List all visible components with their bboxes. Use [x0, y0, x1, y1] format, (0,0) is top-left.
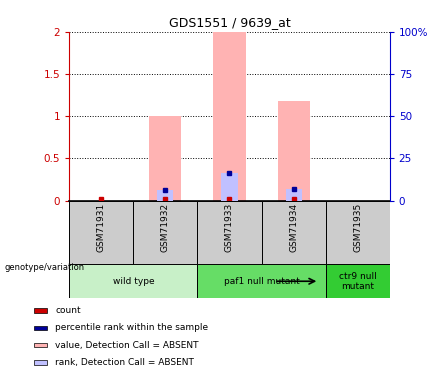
FancyBboxPatch shape — [69, 201, 133, 264]
Bar — [221, 173, 237, 201]
Bar — [158, 190, 173, 201]
Bar — [213, 32, 246, 201]
Text: GSM71933: GSM71933 — [225, 202, 234, 252]
Text: rank, Detection Call = ABSENT: rank, Detection Call = ABSENT — [55, 358, 194, 367]
Text: GSM71934: GSM71934 — [289, 202, 298, 252]
Title: GDS1551 / 9639_at: GDS1551 / 9639_at — [168, 16, 291, 29]
Bar — [149, 116, 181, 201]
Bar — [278, 101, 310, 201]
Bar — [34, 360, 47, 364]
FancyBboxPatch shape — [197, 264, 326, 298]
Text: GSM71932: GSM71932 — [161, 202, 170, 252]
FancyBboxPatch shape — [326, 201, 390, 264]
Text: count: count — [55, 306, 81, 315]
Text: percentile rank within the sample: percentile rank within the sample — [55, 323, 208, 332]
Text: paf1 null mutant: paf1 null mutant — [224, 277, 299, 286]
Text: value, Detection Call = ABSENT: value, Detection Call = ABSENT — [55, 341, 199, 350]
FancyBboxPatch shape — [69, 264, 197, 298]
Bar — [34, 343, 47, 347]
FancyBboxPatch shape — [326, 264, 390, 298]
Text: GSM71935: GSM71935 — [353, 202, 362, 252]
Text: genotype/variation: genotype/variation — [4, 263, 84, 272]
Text: wild type: wild type — [113, 277, 154, 286]
Text: ctr9 null
mutant: ctr9 null mutant — [339, 272, 377, 291]
Text: GSM71931: GSM71931 — [97, 202, 106, 252]
Bar — [34, 326, 47, 330]
Bar — [286, 189, 301, 201]
FancyBboxPatch shape — [262, 201, 326, 264]
Bar — [34, 309, 47, 313]
FancyBboxPatch shape — [133, 201, 197, 264]
FancyBboxPatch shape — [197, 201, 262, 264]
